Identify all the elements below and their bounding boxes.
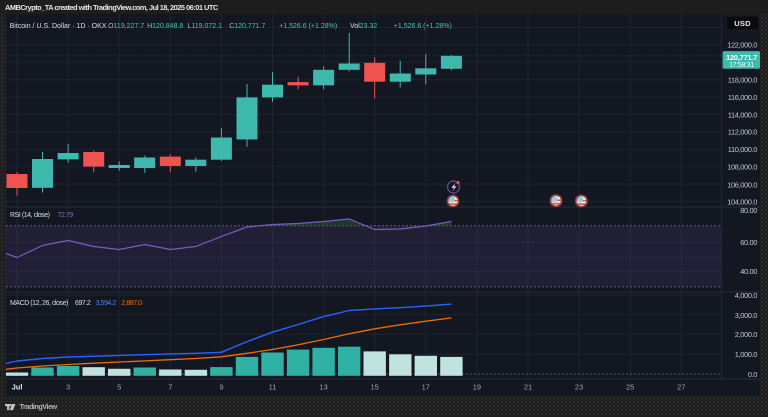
svg-text:MACD (12, 26, close): MACD (12, 26, close) (10, 300, 68, 307)
svg-text:3: 3 (66, 382, 70, 391)
svg-text:+1,526.6 (+1.28%): +1,526.6 (+1.28%) (394, 23, 452, 30)
svg-text:1,000.0: 1,000.0 (735, 350, 757, 359)
svg-text:23: 23 (575, 382, 583, 391)
svg-text:21: 21 (524, 382, 532, 391)
svg-text:80.00: 80.00 (740, 206, 757, 215)
svg-text:122,000.0: 122,000.0 (727, 41, 757, 50)
svg-text:13: 13 (319, 382, 327, 391)
svg-text:40.00: 40.00 (740, 267, 757, 276)
svg-text:H120,848.8: H120,848.8 (147, 23, 183, 30)
svg-text:108,000.0: 108,000.0 (727, 163, 757, 172)
svg-text:116,000.0: 116,000.0 (728, 93, 757, 102)
svg-text:2,887.0: 2,887.0 (121, 300, 142, 307)
svg-text:120,771.7: 120,771.7 (726, 53, 757, 62)
svg-text:9: 9 (219, 382, 223, 391)
svg-text:3,000.0: 3,000.0 (735, 311, 757, 320)
svg-text:3,594.2: 3,594.2 (96, 300, 117, 307)
svg-text:Vol23.32: Vol23.32 (350, 23, 377, 30)
svg-text:114,000.0: 114,000.0 (728, 110, 757, 119)
svg-text:4,000.0: 4,000.0 (735, 291, 757, 300)
svg-text:11: 11 (269, 382, 277, 391)
svg-text:697.2: 697.2 (75, 300, 91, 307)
svg-text:USD: USD (734, 19, 751, 28)
svg-text:118,000.0: 118,000.0 (728, 76, 757, 85)
svg-text:104,000.0: 104,000.0 (727, 197, 757, 206)
svg-text:72.79: 72.79 (58, 212, 74, 219)
svg-text:25: 25 (626, 382, 634, 391)
svg-text:2,000.0: 2,000.0 (735, 330, 757, 339)
svg-text:27: 27 (677, 382, 685, 391)
svg-text:112,000.0: 112,000.0 (728, 128, 757, 137)
svg-text:Bitcoin / U.S. Dollar · 1D · O: Bitcoin / U.S. Dollar · 1D · OKX (10, 23, 107, 30)
svg-text:7: 7 (168, 382, 172, 391)
svg-text:60.00: 60.00 (740, 238, 757, 247)
svg-text:15: 15 (371, 382, 379, 391)
svg-text:Jul: Jul (12, 382, 23, 391)
svg-text:+1,526.6 (+1.28%): +1,526.6 (+1.28%) (279, 23, 337, 30)
svg-text:L119,072.1: L119,072.1 (188, 23, 223, 30)
svg-text:17:58:31: 17:58:31 (729, 62, 754, 69)
svg-text:O119,227.7: O119,227.7 (108, 23, 144, 30)
svg-text:C120,771.7: C120,771.7 (229, 23, 265, 30)
svg-text:RSI (14, close): RSI (14, close) (10, 212, 50, 219)
svg-text:5: 5 (117, 382, 121, 391)
svg-text:106,000.0: 106,000.0 (727, 181, 757, 190)
svg-text:110,000.0: 110,000.0 (728, 145, 757, 154)
svg-text:17: 17 (422, 382, 430, 391)
svg-text:0.0: 0.0 (748, 370, 757, 379)
svg-text:19: 19 (473, 382, 481, 391)
